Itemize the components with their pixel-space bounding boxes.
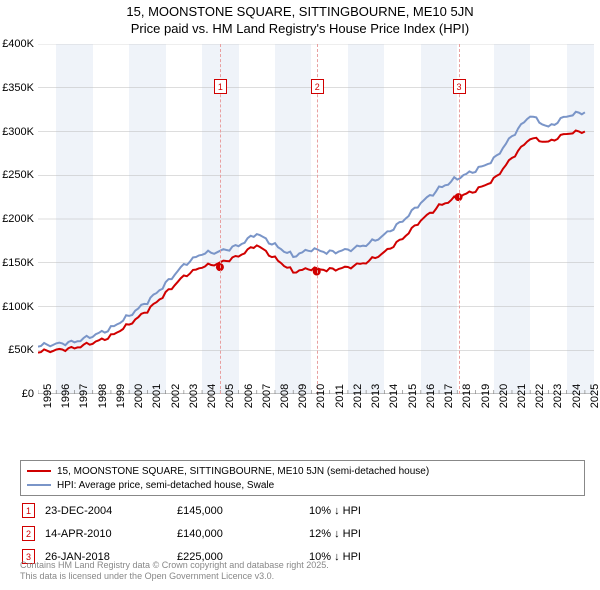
x-tick-label: 1996 [60, 384, 72, 408]
x-tick-label: 2025 [589, 384, 600, 408]
legend-item: HPI: Average price, semi-detached house,… [27, 478, 578, 492]
x-tick-label: 2010 [315, 384, 327, 408]
x-tick-label: 2005 [224, 384, 236, 408]
footer: Contains HM Land Registry data © Crown c… [20, 560, 329, 583]
y-tick-label: £250K [2, 169, 34, 181]
x-tick-label: 1997 [78, 384, 90, 408]
event-marker-box: 3 [453, 79, 466, 94]
y-tick-label: £400K [2, 38, 34, 50]
x-tick-label: 2012 [352, 384, 364, 408]
legend-item: 15, MOONSTONE SQUARE, SITTINGBOURNE, ME1… [27, 464, 578, 478]
x-tick-label: 2000 [133, 384, 145, 408]
x-tick-label: 2011 [334, 384, 346, 408]
title-block: 15, MOONSTONE SQUARE, SITTINGBOURNE, ME1… [0, 0, 600, 38]
event-marker-line [459, 44, 460, 394]
plot-region: 1 2 3 [38, 44, 594, 394]
x-tick-label: 2003 [188, 384, 200, 408]
x-tick-label: 2015 [407, 384, 419, 408]
x-tick-label: 2023 [552, 384, 564, 408]
event-price: £145,000 [177, 500, 307, 521]
y-tick-label: £150K [2, 257, 34, 269]
x-tick-label: 2007 [261, 384, 273, 408]
event-number-box: 1 [22, 503, 35, 518]
x-tick-label: 1995 [42, 384, 54, 408]
chart-container: 15, MOONSTONE SQUARE, SITTINGBOURNE, ME1… [0, 0, 600, 590]
footer-line-1: Contains HM Land Registry data © Crown c… [20, 560, 329, 571]
x-tick-label: 1998 [97, 384, 109, 408]
event-delta: 12% ↓ HPI [309, 523, 369, 544]
event-date: 23-DEC-2004 [45, 500, 175, 521]
event-delta: 10% ↓ HPI [309, 500, 369, 521]
y-tick-label: £350K [2, 82, 34, 94]
chart-area: £0£50K£100K£150K£200K£250K£300K£350K£400… [38, 44, 594, 424]
series-line [38, 131, 585, 353]
x-tick-label: 2017 [443, 384, 455, 408]
event-marker-line [220, 44, 221, 394]
x-tick-label: 2006 [243, 384, 255, 408]
x-tick-label: 2001 [151, 384, 163, 408]
title-line-1: 15, MOONSTONE SQUARE, SITTINGBOURNE, ME1… [0, 4, 600, 21]
x-tick-label: 2018 [461, 384, 473, 408]
y-tick-label: £50K [8, 344, 34, 356]
event-marker-box: 1 [214, 79, 227, 94]
x-tick-label: 2016 [425, 384, 437, 408]
series-line [38, 112, 585, 347]
x-tick-label: 2013 [370, 384, 382, 408]
y-tick-label: £300K [2, 126, 34, 138]
x-tick-label: 2002 [170, 384, 182, 408]
table-row: 2 14-APR-2010£140,00012% ↓ HPI [22, 523, 369, 544]
x-tick-label: 2014 [388, 384, 400, 408]
event-marker-line [317, 44, 318, 394]
event-price: £140,000 [177, 523, 307, 544]
legend-label: HPI: Average price, semi-detached house,… [57, 480, 274, 491]
event-number-box: 2 [22, 526, 35, 541]
legend-swatch [27, 470, 51, 472]
x-tick-label: 2008 [279, 384, 291, 408]
events-table: 1 23-DEC-2004£145,00010% ↓ HPI 2 14-APR-201… [20, 498, 371, 569]
legend-label: 15, MOONSTONE SQUARE, SITTINGBOURNE, ME1… [57, 466, 429, 477]
x-tick-label: 1999 [115, 384, 127, 408]
y-tick-label: £100K [2, 301, 34, 313]
x-tick-label: 2022 [534, 384, 546, 408]
table-row: 1 23-DEC-2004£145,00010% ↓ HPI [22, 500, 369, 521]
x-tick-label: 2020 [498, 384, 510, 408]
x-tick-label: 2021 [516, 384, 528, 408]
x-tick-label: 2024 [571, 384, 583, 408]
event-date: 14-APR-2010 [45, 523, 175, 544]
footer-line-2: This data is licensed under the Open Gov… [20, 571, 329, 582]
y-tick-label: £200K [2, 213, 34, 225]
event-marker-box: 2 [311, 79, 324, 94]
y-tick-label: £0 [22, 388, 34, 400]
legend: 15, MOONSTONE SQUARE, SITTINGBOURNE, ME1… [20, 460, 585, 496]
x-tick-label: 2004 [206, 384, 218, 408]
x-tick-label: 2009 [297, 384, 309, 408]
legend-swatch [27, 484, 51, 486]
x-tick-label: 2019 [480, 384, 492, 408]
title-line-2: Price paid vs. HM Land Registry's House … [0, 21, 600, 38]
